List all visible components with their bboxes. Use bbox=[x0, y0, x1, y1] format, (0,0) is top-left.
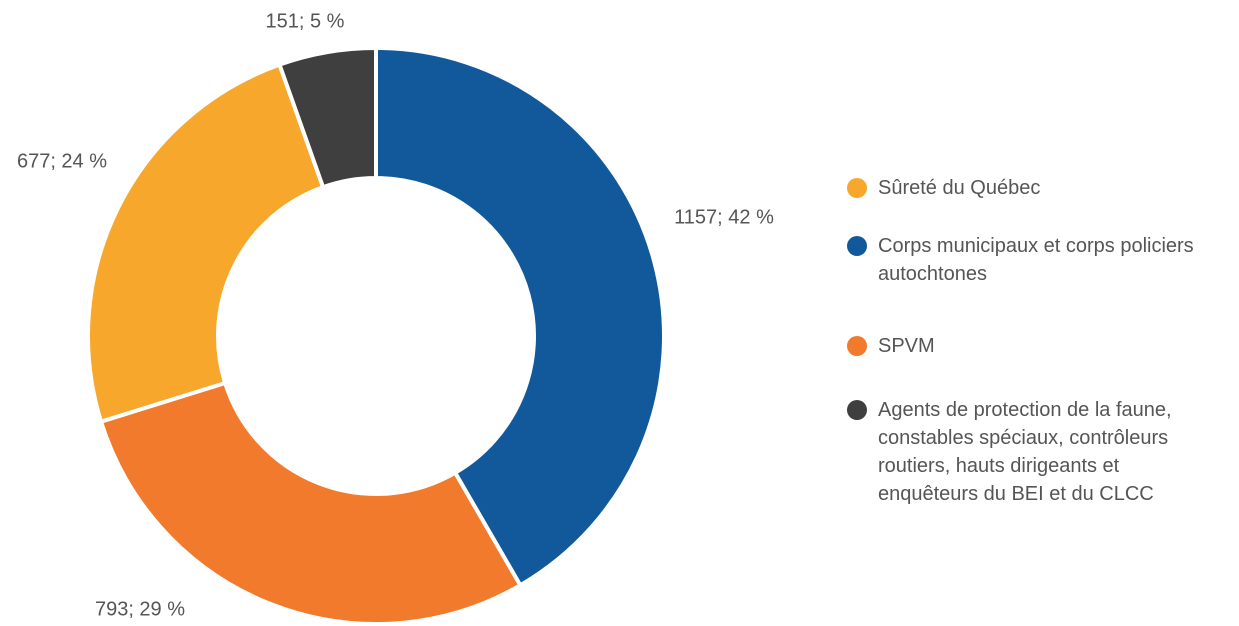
legend-entry: Sûreté du Québec bbox=[847, 174, 1208, 202]
data-label: 677; 24 % bbox=[17, 150, 107, 172]
donut-slice bbox=[98, 380, 524, 626]
legend-label: Sûreté du Québec bbox=[878, 177, 1041, 199]
legend-entry: SPVM bbox=[847, 332, 1208, 360]
legend-swatch bbox=[847, 400, 867, 420]
data-label: 793; 29 % bbox=[95, 598, 185, 620]
donut-slice bbox=[374, 45, 666, 588]
legend-swatch bbox=[847, 178, 867, 198]
legend-swatch bbox=[847, 236, 867, 256]
legend-swatch bbox=[847, 336, 867, 356]
legend-label: Corps municipaux et corps policiers auto… bbox=[878, 235, 1194, 285]
donut-slice bbox=[276, 45, 378, 190]
legend-entry: Agents de protection de la faune, consta… bbox=[847, 396, 1208, 508]
donut-slice bbox=[86, 62, 326, 425]
data-label: 151; 5 % bbox=[266, 10, 345, 32]
legend-label: Agents de protection de la faune, consta… bbox=[878, 399, 1172, 505]
legend-label: SPVM bbox=[878, 335, 935, 357]
legend-entry: Corps municipaux et corps policiers auto… bbox=[847, 232, 1208, 288]
data-label: 1157; 42 % bbox=[674, 206, 774, 228]
